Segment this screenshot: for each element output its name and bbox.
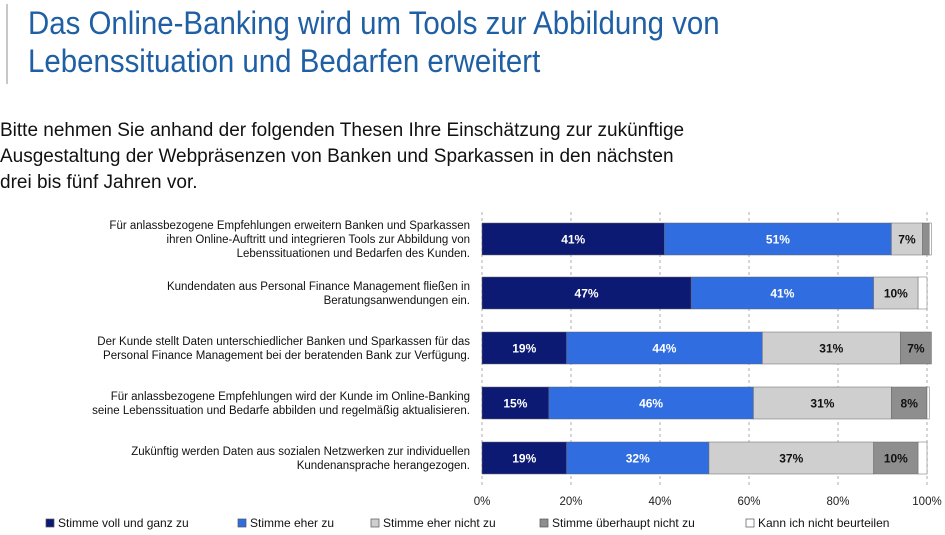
bar-segment [753, 386, 892, 420]
question-text: Bitte nehmen Sie anhand der folgenden Th… [0, 118, 900, 196]
legend-swatch [745, 518, 755, 528]
bar-segment [481, 222, 665, 256]
bar-segment [917, 276, 928, 310]
bar-value-label: 10% [884, 287, 908, 301]
x-tick-label: 40% [648, 496, 671, 508]
bar-segment [891, 222, 923, 256]
legend-label: Stimme eher nicht zu [383, 516, 496, 530]
bar-segment [664, 222, 892, 256]
bar-segment [566, 331, 763, 365]
bar-segment [708, 441, 874, 475]
legend-swatch [370, 518, 380, 528]
bar-segment [922, 222, 930, 256]
bar-value-label: 19% [512, 342, 536, 356]
legend-swatch [237, 518, 247, 528]
bar-value-label: 47% [575, 287, 599, 301]
bar-segment [917, 441, 928, 475]
page-title: Das Online-Banking wird um Tools zur Abb… [28, 4, 856, 80]
page-title-line-2: Lebenssituation und Bedarfen erweitert [28, 43, 541, 79]
x-tick-label: 20% [559, 496, 582, 508]
legend-label: Stimme voll und ganz zu [58, 516, 189, 530]
title-accent-bar [6, 4, 8, 84]
bar-value-label: 41% [561, 233, 585, 247]
x-tick-label: 60% [737, 496, 760, 508]
bar-segment [891, 386, 928, 420]
question-line-1: Bitte nehmen Sie anhand der folgenden Th… [0, 120, 685, 141]
page-title-line-1: Das Online-Banking wird um Tools zur Abb… [28, 5, 720, 41]
category-label: Der Kunde stellt Daten unterschiedlicher… [97, 336, 470, 362]
legend-label: Stimme eher zu [250, 516, 334, 530]
category-label: Kundendaten aus Personal Finance Managem… [167, 281, 470, 307]
bar-segment [873, 276, 919, 310]
bar-value-label: 41% [770, 287, 794, 301]
legend-swatch [539, 518, 549, 528]
bar-segment [481, 331, 567, 365]
bar-segment [762, 331, 901, 365]
bar-value-label: 32% [626, 452, 650, 466]
category-label: Für anlassbezogene Empfehlungen erweiter… [109, 220, 470, 260]
bar-segment [566, 441, 710, 475]
x-tick-label: 100% [912, 496, 941, 508]
category-label: Für anlassbezogene Empfehlungen wird der… [92, 391, 470, 417]
bar-value-label: 31% [819, 342, 843, 356]
legend-label: Kann ich nicht beurteilen [758, 516, 889, 530]
bar-value-label: 51% [766, 233, 790, 247]
bar-value-label: 15% [503, 397, 527, 411]
bar-value-label: 19% [512, 452, 536, 466]
bar-segment [900, 331, 932, 365]
bar-value-label: 44% [652, 342, 676, 356]
bar-value-label: 10% [884, 452, 908, 466]
x-tick-label: 0% [474, 496, 491, 508]
bar-value-label: 37% [779, 452, 803, 466]
x-tick-label: 80% [826, 496, 849, 508]
bar-segment [481, 276, 692, 310]
bar-segment [926, 386, 930, 420]
legend-label: Stimme überhaupt nicht zu [552, 516, 695, 530]
category-label: Zukünftig werden Daten aus sozialen Netz… [131, 446, 470, 472]
bar-value-label: 7% [898, 233, 916, 247]
bar-value-label: 46% [639, 397, 663, 411]
bar-segment [873, 441, 919, 475]
bar-value-label: 31% [810, 397, 834, 411]
question-line-3: drei bis fünf Jahren vor. [0, 172, 198, 193]
question-line-2: Ausgestaltung der Webpräsenzen von Banke… [0, 146, 674, 167]
bar-value-label: 7% [907, 342, 925, 356]
bar-segment [481, 441, 567, 475]
bar-segment [690, 276, 874, 310]
bar-segment [548, 386, 754, 420]
bar-value-label: 8% [901, 397, 919, 411]
bar-segment [928, 222, 932, 256]
legend-swatch [45, 518, 55, 528]
